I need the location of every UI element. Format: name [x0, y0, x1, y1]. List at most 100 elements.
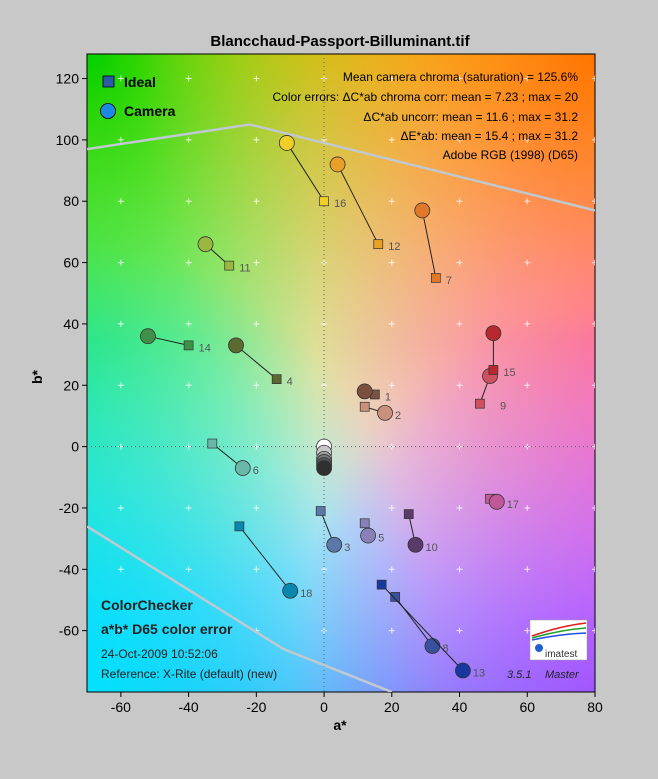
x-tick-label: 40 — [452, 699, 468, 715]
grid-mark — [456, 382, 463, 389]
camera-marker — [360, 527, 376, 544]
patch-label: 17 — [507, 499, 519, 511]
camera-marker — [485, 325, 502, 342]
legend-camera-label: Camera — [124, 103, 176, 119]
grid-mark — [592, 627, 595, 634]
x-tick-label: 80 — [587, 699, 603, 715]
patch-label: 15 — [503, 367, 515, 379]
patch-label: 7 — [446, 275, 452, 287]
grid-mark — [524, 259, 531, 266]
ideal-marker — [390, 592, 401, 602]
patch-label: 14 — [199, 342, 211, 354]
x-tick-label: -20 — [246, 699, 266, 715]
grid-mark — [117, 443, 124, 450]
grid-mark — [524, 382, 531, 389]
grid-mark — [456, 566, 463, 573]
grid-mark — [592, 259, 595, 266]
grid-mark — [524, 504, 531, 511]
camera-marker — [377, 404, 393, 421]
legend-ideal-marker — [102, 75, 115, 88]
y-axis-title: b* — [29, 369, 45, 384]
patch-label: 16 — [334, 198, 346, 210]
info-reference: Reference: X-Rite (default) (new) — [101, 667, 277, 681]
ideal-marker — [488, 365, 499, 375]
grid-mark — [592, 443, 595, 450]
ideal-marker — [373, 239, 384, 250]
grid-mark — [321, 566, 328, 573]
patch-label: 9 — [500, 401, 506, 413]
error-vector — [381, 584, 464, 671]
grid-mark — [524, 75, 531, 82]
camera-marker — [424, 638, 441, 654]
annotation-delta-e: ΔE*ab: mean = 15.4 ; max = 31.2 — [401, 129, 579, 143]
x-tick-label: 0 — [320, 699, 328, 715]
camera-marker — [488, 493, 505, 510]
grid-mark — [117, 320, 124, 327]
patch-label: 18 — [300, 588, 312, 600]
gamut-boundary-upper — [87, 123, 595, 212]
patch-label: 3 — [344, 542, 350, 554]
annotation-chroma-corr: Color errors: ΔC*ab chroma corr: mean = … — [273, 90, 579, 104]
camera-marker — [356, 383, 373, 400]
grid-mark — [388, 198, 395, 205]
camera-marker — [140, 328, 156, 345]
grid-mark — [321, 320, 328, 327]
camera-marker — [197, 236, 214, 253]
grid-mark — [185, 259, 192, 266]
grid-mark — [253, 259, 260, 266]
x-axis-title: a* — [333, 717, 347, 733]
info-subtitle: a*b* D65 color error — [101, 621, 233, 637]
grid-mark — [524, 627, 531, 634]
error-vector — [421, 210, 437, 279]
grid-mark — [388, 320, 395, 327]
grid-mark — [117, 627, 124, 634]
version-number: 3.5.1 — [507, 669, 531, 681]
patch-label: 1 — [385, 391, 391, 403]
y-tick-label: 100 — [56, 132, 80, 148]
error-vector — [337, 164, 379, 245]
y-tick-label: 80 — [63, 193, 79, 209]
grid-mark — [117, 566, 124, 573]
patch-label: 11 — [239, 263, 250, 275]
camera-marker — [278, 135, 295, 151]
camera-marker — [326, 536, 343, 553]
grid-mark — [253, 504, 260, 511]
x-tick-label: 20 — [384, 699, 400, 715]
grid-mark — [117, 136, 124, 143]
ideal-marker — [430, 273, 441, 283]
grid-mark — [253, 566, 260, 573]
grid-mark — [456, 198, 463, 205]
annotation-colorspace: Adobe RGB (1998) (D65) — [443, 148, 578, 162]
grid-mark — [524, 198, 531, 205]
legend-ideal-label: Ideal — [124, 74, 156, 90]
ideal-marker — [234, 521, 245, 532]
annotations: Mean camera chroma (saturation) = 125.6%… — [273, 70, 579, 162]
patch-label: 13 — [473, 668, 485, 680]
grid-mark — [456, 504, 463, 511]
ideal-marker — [359, 518, 370, 529]
patch-label: 8 — [442, 643, 448, 655]
grid-mark — [592, 382, 595, 389]
grid-mark — [117, 198, 124, 205]
grid-mark — [185, 198, 192, 205]
ideal-marker — [475, 398, 485, 409]
grid-mark — [592, 198, 595, 205]
grid-mark — [185, 320, 192, 327]
grid-mark — [117, 75, 124, 82]
camera-marker — [455, 662, 471, 679]
grid-mark — [456, 136, 463, 143]
camera-marker — [282, 582, 299, 599]
grid-mark — [185, 566, 192, 573]
grid-mark — [117, 382, 124, 389]
grid-mark — [524, 320, 531, 327]
chart-title: Blancchaud-Passport-Billuminant.tif — [210, 33, 470, 50]
grid-mark — [388, 259, 395, 266]
info-colorchecker: ColorChecker — [101, 597, 193, 613]
patch-label: 10 — [426, 542, 438, 554]
error-vector — [239, 526, 291, 592]
grid-mark — [388, 566, 395, 573]
plot-frame — [86, 53, 596, 693]
gamut-boundary-lower — [87, 525, 393, 692]
grid-mark — [524, 566, 531, 573]
camera-marker — [329, 156, 346, 173]
